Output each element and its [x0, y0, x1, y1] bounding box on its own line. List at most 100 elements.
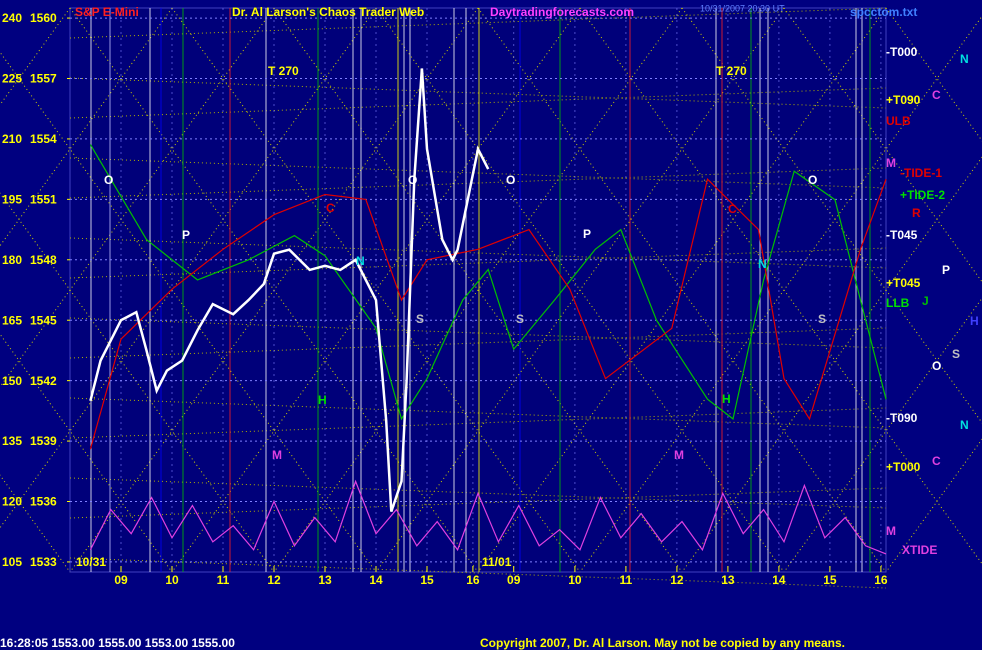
annotation: S [416, 312, 424, 326]
x-tick-label: 15 [823, 573, 837, 587]
right-label: C [932, 454, 941, 468]
right-label: M [886, 156, 896, 170]
lattice-line [477, 7, 887, 573]
annotation: T 270 [268, 64, 299, 78]
y-tick-label: 1539 [30, 434, 57, 448]
y2-tick-label: 165 [2, 313, 22, 327]
y-tick-label: 1551 [30, 193, 57, 207]
series-line [89, 144, 887, 421]
series-line [89, 479, 887, 555]
lattice-line [0, 7, 173, 247]
annotation: M [272, 448, 282, 462]
y-tick-label: 1545 [30, 313, 57, 327]
lattice-line [0, 474, 71, 573]
x-tick-label: 13 [318, 573, 332, 587]
annotation: O [808, 173, 817, 187]
x-tick-label: 12 [670, 573, 684, 587]
annotation: S [818, 312, 826, 326]
lattice-line [69, 327, 887, 359]
lattice-line [783, 7, 982, 283]
lattice-line [69, 87, 887, 119]
right-label: -TIDE-1 [900, 166, 942, 180]
annotation: O [408, 173, 417, 187]
lattice-line [885, 438, 982, 573]
y-tick-label: 1533 [30, 555, 57, 569]
y-tick-label: 1554 [30, 132, 57, 146]
file-name: spcctom.txt [850, 5, 917, 19]
annotation: O [506, 173, 515, 187]
right-label: +T045 [886, 276, 921, 290]
lattice-line [0, 7, 71, 106]
annotation: T 270 [716, 64, 747, 78]
lattice-line [579, 15, 982, 573]
y2-tick-label: 180 [2, 253, 22, 267]
right-label: O [932, 359, 941, 373]
symbol: S&P E-Mini [75, 5, 139, 19]
annotation: P [182, 228, 190, 242]
annotation: H [318, 393, 327, 407]
lattice-line [69, 397, 887, 429]
x-tick-label: 11 [620, 573, 633, 587]
chart-title: Dr. Al Larson's Chaos Trader Web [232, 5, 424, 19]
lattice-line [69, 157, 887, 189]
series-line [89, 178, 887, 450]
annotation: P [583, 227, 591, 241]
annotation: C [326, 201, 335, 215]
x-tick-label: 10 [165, 573, 179, 587]
right-label: LLB [886, 296, 910, 310]
site: Daytradingforecasts.com [490, 5, 634, 19]
x-tick-label: 09 [114, 573, 128, 587]
x-tick-label: 09 [507, 573, 521, 587]
annotation: O [104, 173, 113, 187]
y-tick-label: 1536 [30, 495, 57, 509]
x-tick-label: 10 [568, 573, 582, 587]
lattice-line [69, 557, 887, 589]
y2-tick-label: 135 [2, 434, 22, 448]
right-label: M [886, 524, 896, 538]
right-label: +T090 [886, 93, 921, 107]
lattice-line [69, 7, 887, 39]
y-tick-label: 1548 [30, 253, 57, 267]
right-label: +T000 [886, 460, 921, 474]
right-label: XTIDE [902, 543, 937, 557]
lattice-line [69, 77, 887, 109]
y-tick-label: 1557 [30, 72, 57, 86]
copyright: Copyright 2007, Dr. Al Larson. May not b… [480, 636, 845, 650]
lattice-line [273, 7, 683, 573]
status-line: 16:28:05 1553.00 1555.00 1553.00 1555.00 [0, 636, 235, 650]
annotation: M [674, 448, 684, 462]
date-label: 11/01 [482, 555, 512, 569]
annotation: N [758, 257, 767, 271]
x-tick-label: 15 [420, 573, 434, 587]
lattice-line [0, 333, 173, 573]
right-label: +TIDE-2 [900, 188, 945, 202]
annotation: H [722, 392, 731, 406]
x-tick-label: 14 [369, 573, 383, 587]
annotation: S [516, 312, 524, 326]
y2-tick-label: 240 [2, 11, 22, 25]
x-tick-label: 16 [466, 573, 480, 587]
right-label: N [960, 52, 969, 66]
right-label: ULB [886, 114, 911, 128]
right-label: N [960, 418, 969, 432]
right-label: R [912, 206, 921, 220]
x-tick-label: 12 [267, 573, 281, 587]
date-label: 10/31 [76, 555, 106, 569]
annotation: C [728, 202, 737, 216]
timestamp: 10/31/2007 20:30 UT [700, 3, 785, 13]
lattice-line [69, 407, 887, 439]
lattice-line [69, 247, 887, 279]
x-tick-label: 14 [772, 573, 786, 587]
lattice-line [885, 7, 982, 142]
lattice-line [69, 237, 887, 269]
right-label: P [942, 263, 950, 277]
y2-tick-label: 195 [2, 193, 22, 207]
y-tick-label: 1560 [30, 11, 57, 25]
x-tick-label: 16 [874, 573, 888, 587]
lattice-line [783, 297, 982, 573]
lattice-line [69, 167, 887, 199]
right-label: C [932, 88, 941, 102]
y2-tick-label: 150 [2, 374, 22, 388]
right-label: -T090 [886, 411, 918, 425]
